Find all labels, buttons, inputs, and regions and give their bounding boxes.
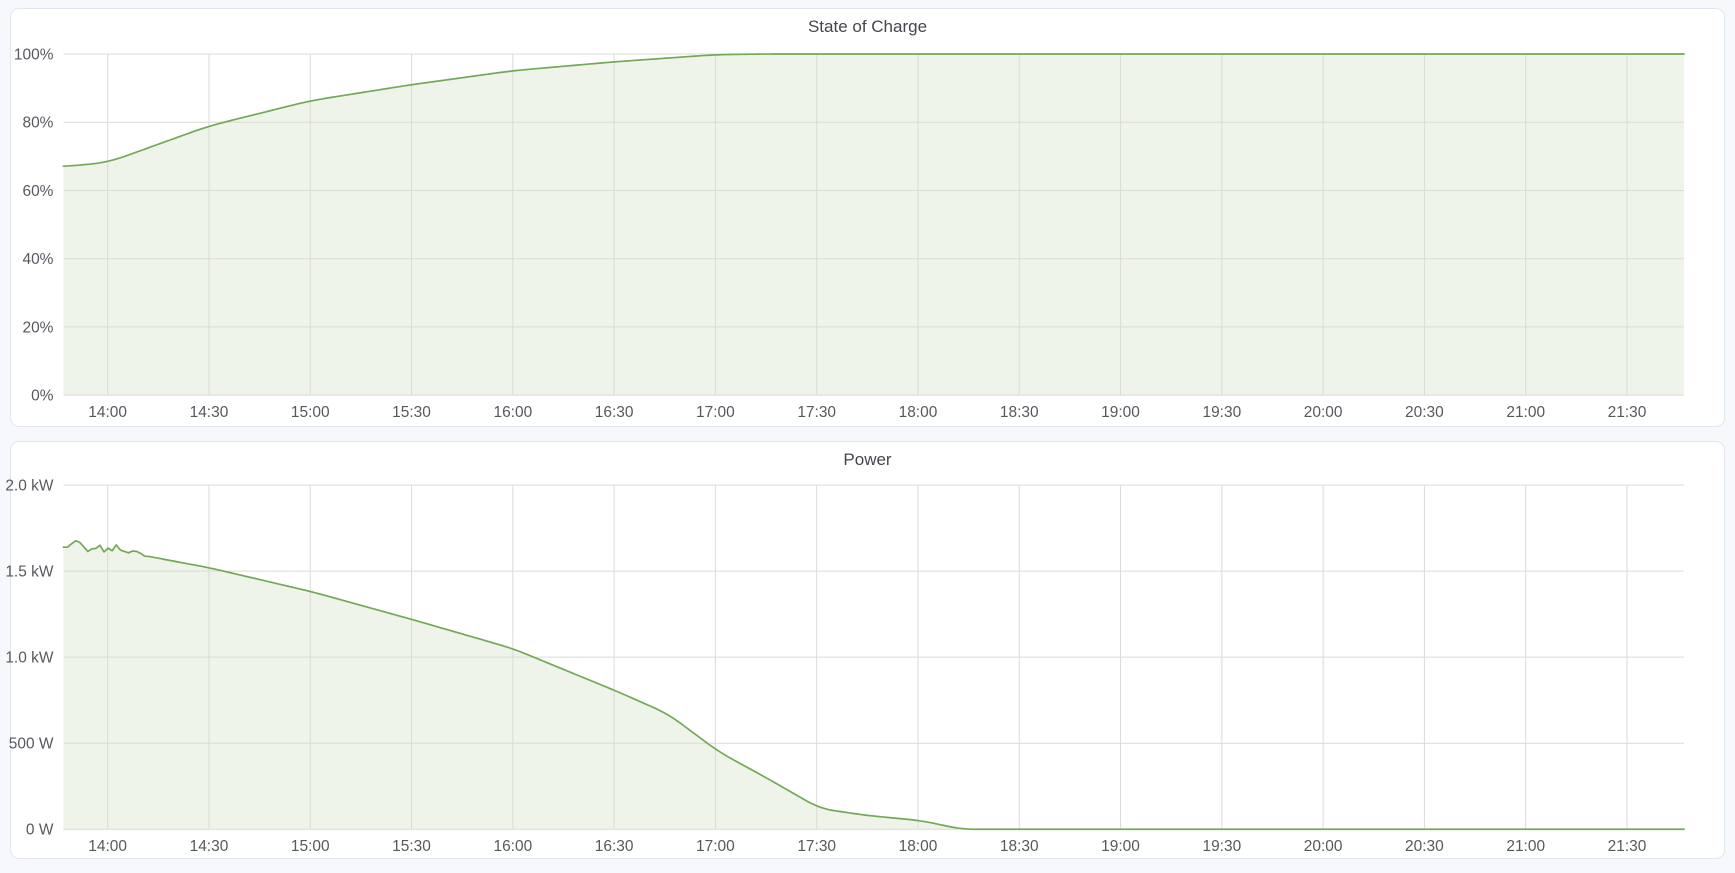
svg-text:500 W: 500 W xyxy=(9,736,54,753)
svg-text:19:30: 19:30 xyxy=(1202,838,1241,855)
svg-text:1.5 kW: 1.5 kW xyxy=(5,564,54,581)
svg-text:18:30: 18:30 xyxy=(1000,404,1039,421)
svg-text:21:00: 21:00 xyxy=(1506,838,1545,855)
svg-text:14:30: 14:30 xyxy=(190,838,229,855)
svg-text:19:00: 19:00 xyxy=(1101,838,1140,855)
svg-text:1.0 kW: 1.0 kW xyxy=(5,650,54,667)
svg-text:20:30: 20:30 xyxy=(1405,838,1444,855)
svg-text:0 W: 0 W xyxy=(26,822,54,839)
svg-text:2.0 kW: 2.0 kW xyxy=(5,477,54,494)
svg-text:40%: 40% xyxy=(22,251,53,268)
svg-text:14:00: 14:00 xyxy=(88,404,127,421)
svg-text:16:00: 16:00 xyxy=(493,838,532,855)
svg-text:20:00: 20:00 xyxy=(1304,404,1343,421)
svg-text:20:00: 20:00 xyxy=(1304,838,1343,855)
svg-text:60%: 60% xyxy=(22,183,53,200)
svg-text:15:30: 15:30 xyxy=(392,838,431,855)
svg-text:14:30: 14:30 xyxy=(190,404,229,421)
svg-text:17:00: 17:00 xyxy=(696,838,735,855)
svg-text:15:30: 15:30 xyxy=(392,404,431,421)
svg-text:20%: 20% xyxy=(22,319,53,336)
svg-text:21:30: 21:30 xyxy=(1608,838,1647,855)
svg-text:18:00: 18:00 xyxy=(899,838,938,855)
svg-text:80%: 80% xyxy=(22,115,53,132)
svg-text:20:30: 20:30 xyxy=(1405,404,1444,421)
svg-text:17:30: 17:30 xyxy=(797,838,836,855)
svg-text:100%: 100% xyxy=(14,46,54,63)
svg-text:19:00: 19:00 xyxy=(1101,404,1140,421)
svg-text:16:30: 16:30 xyxy=(595,404,634,421)
svg-text:0%: 0% xyxy=(31,388,54,405)
svg-text:14:00: 14:00 xyxy=(88,838,127,855)
svg-text:18:00: 18:00 xyxy=(899,404,938,421)
svg-text:21:30: 21:30 xyxy=(1608,404,1647,421)
svg-text:15:00: 15:00 xyxy=(291,404,330,421)
svg-text:16:30: 16:30 xyxy=(595,838,634,855)
svg-text:17:30: 17:30 xyxy=(797,404,836,421)
svg-text:18:30: 18:30 xyxy=(1000,838,1039,855)
svg-text:19:30: 19:30 xyxy=(1202,404,1241,421)
svg-text:16:00: 16:00 xyxy=(493,404,532,421)
svg-text:15:00: 15:00 xyxy=(291,838,330,855)
svg-text:21:00: 21:00 xyxy=(1506,404,1545,421)
svg-text:17:00: 17:00 xyxy=(696,404,735,421)
